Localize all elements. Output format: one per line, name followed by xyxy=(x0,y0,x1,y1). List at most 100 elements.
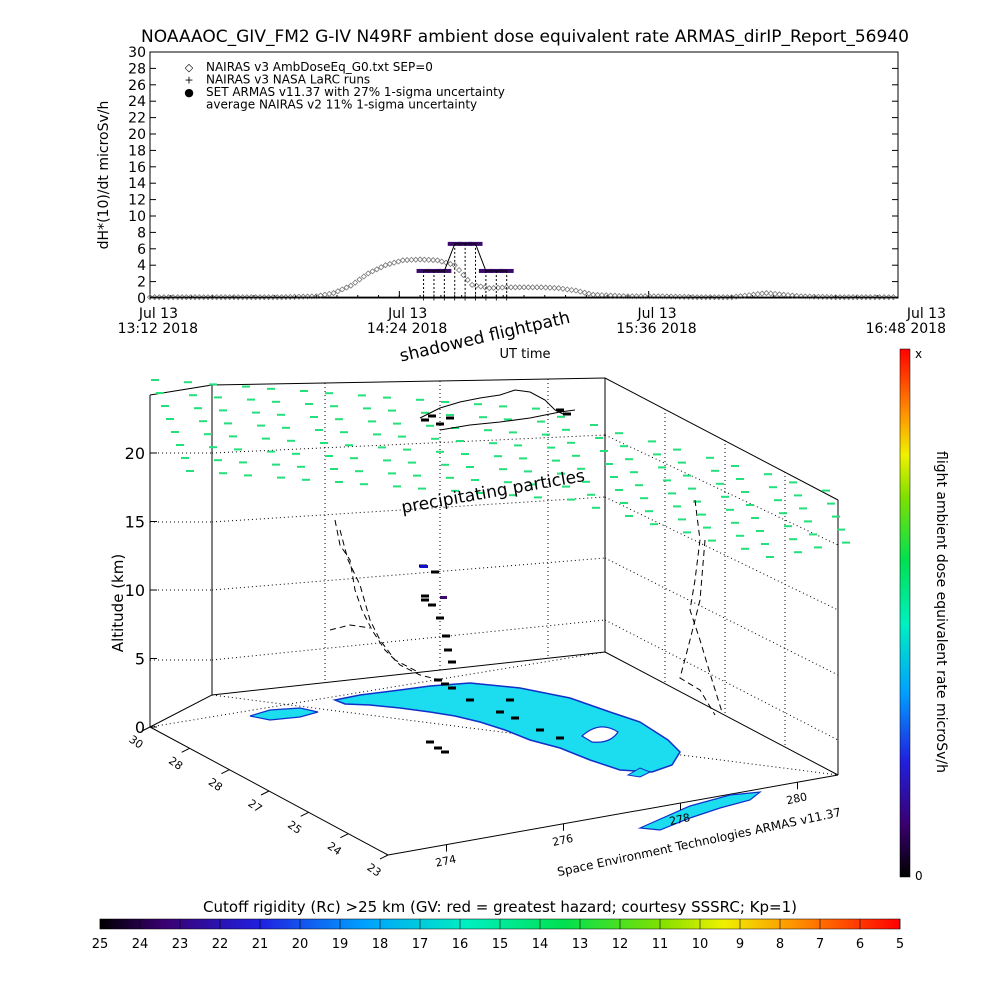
nairas-v3-point xyxy=(564,286,571,293)
cutoff-tick-label: 18 xyxy=(372,937,389,952)
flightpath-markers xyxy=(419,408,571,754)
lat-tick-label: 24 xyxy=(325,839,344,858)
y-tick-label: 26 xyxy=(128,78,146,94)
flight-marker xyxy=(556,736,564,740)
x-tick-label-time: 13:12 2018 xyxy=(118,321,198,337)
y-tick-label: 6 xyxy=(137,242,146,258)
nairas-v3-point xyxy=(369,268,376,275)
y-tick-label: 4 xyxy=(137,258,146,274)
colorbar-bottom-label: 0 xyxy=(915,869,923,883)
nairas-v3-point xyxy=(360,273,367,280)
colorbar-top-label: x xyxy=(915,347,922,361)
right-bottom-edge xyxy=(604,651,839,776)
y-tick-label: 18 xyxy=(128,143,146,159)
nairas-v3-point xyxy=(365,270,372,277)
back-top-edge xyxy=(211,377,606,386)
flight-marker xyxy=(434,678,442,682)
flight-marker xyxy=(434,746,442,750)
y-tick-label: 10 xyxy=(128,209,146,225)
y-tick-label: 22 xyxy=(128,111,146,127)
cutoff-tick-label: 7 xyxy=(816,937,824,952)
lat-tick-label: 23 xyxy=(365,861,384,880)
main-title: NOAAAOC_GIV_FM2 G-IV N49RF ambient dose … xyxy=(141,27,909,47)
cutoff-tick-label: 10 xyxy=(692,937,709,952)
flight-marker xyxy=(441,682,449,686)
land-west xyxy=(249,707,319,721)
nairas-v3-point xyxy=(326,290,333,297)
lat-tick xyxy=(300,811,309,817)
cutoff-tick-label: 24 xyxy=(132,937,149,952)
legend-label: SET ARMAS v11.37 with 27% 1-sigma uncert… xyxy=(206,85,505,99)
cutoff-tick-label: 19 xyxy=(332,937,349,952)
nairas-v3-point xyxy=(629,293,636,300)
legend-symbol: ● xyxy=(184,86,194,99)
nairas-v3-point xyxy=(668,293,675,300)
nairas-v3-point xyxy=(464,276,471,284)
y-tick-label: 28 xyxy=(128,61,146,77)
nairas-v3-point xyxy=(356,276,363,283)
y-tick-label: 16 xyxy=(128,160,146,176)
x-tick-label-date: Jul 13 xyxy=(637,306,677,322)
back-bottom-edge xyxy=(211,651,606,696)
y-tick-label: 24 xyxy=(128,94,146,110)
flight-marker xyxy=(563,412,571,416)
lat-tick-label: 28 xyxy=(206,775,225,794)
z-axis-label: Altitude (km) xyxy=(109,554,127,652)
nairas-v3-point xyxy=(343,284,350,291)
lon-tick-label: 278 xyxy=(668,811,691,828)
lat-tick xyxy=(141,726,151,732)
nairas-v3-point xyxy=(352,279,359,286)
x-tick-label-date: Jul 13 xyxy=(387,306,427,322)
nairas-v3-point xyxy=(663,293,670,300)
y-tick-label: 20 xyxy=(128,127,146,143)
larc-cross: + xyxy=(461,292,469,303)
cutoff-tick-label: 17 xyxy=(412,937,429,952)
nairas-v3-point xyxy=(308,293,315,300)
lon-tick-label: 274 xyxy=(434,853,457,870)
flight-marker xyxy=(448,686,456,690)
lake xyxy=(580,726,619,743)
nairas-v3-point xyxy=(438,258,445,265)
flight-marker xyxy=(446,416,454,420)
flight-marker xyxy=(436,616,444,620)
nairas-v3-point xyxy=(559,285,567,292)
legend: ◇ NAIRAS v3 AmbDoseEq_G0.txt SEP=0 + NAIRAS… xyxy=(184,60,505,112)
x-tick-label-date: Jul 13 xyxy=(138,306,178,322)
nairas-v3-point xyxy=(750,291,757,298)
nairas-v3-point xyxy=(533,284,541,291)
cutoff-tick-label: 11 xyxy=(652,937,669,952)
credit-text: Space Environment Technologies ARMAS v11… xyxy=(556,805,842,879)
nairas-v3-point xyxy=(334,288,341,295)
cutoff-tick-label: 6 xyxy=(856,937,864,952)
land-mainland xyxy=(332,682,681,773)
cutoff-tick-label: 9 xyxy=(736,937,744,952)
nairas-v3-point xyxy=(503,284,510,291)
lat-tick xyxy=(221,769,230,775)
lat-tick xyxy=(181,747,190,753)
legend-symbol: + xyxy=(184,74,193,87)
armas-connector xyxy=(475,243,487,272)
nairas-v3-point xyxy=(330,290,337,297)
land-key xyxy=(626,767,652,778)
nairas-v3-point xyxy=(572,287,580,294)
flight-marker xyxy=(444,648,452,652)
larc-cross: + xyxy=(492,292,500,303)
nairas-v3-point xyxy=(577,288,584,295)
nairas-v3-point xyxy=(759,290,766,297)
flight-marker xyxy=(448,660,456,664)
larc-cross: + xyxy=(482,292,490,303)
flight-marker xyxy=(506,698,514,702)
larc-cross: + xyxy=(471,292,479,303)
nairas-v3-point xyxy=(473,282,480,289)
x-tick-label-time: 14:24 2018 xyxy=(367,321,447,337)
grid-lines xyxy=(149,379,839,776)
flight-marker xyxy=(556,408,564,412)
y-tick-label: 8 xyxy=(137,225,146,241)
nairas-v3-point xyxy=(373,266,380,273)
flight-marker xyxy=(496,710,504,714)
z-axis-ticks: 0 5 10 15 20 xyxy=(125,444,157,737)
nairas-v3-point xyxy=(806,293,813,300)
